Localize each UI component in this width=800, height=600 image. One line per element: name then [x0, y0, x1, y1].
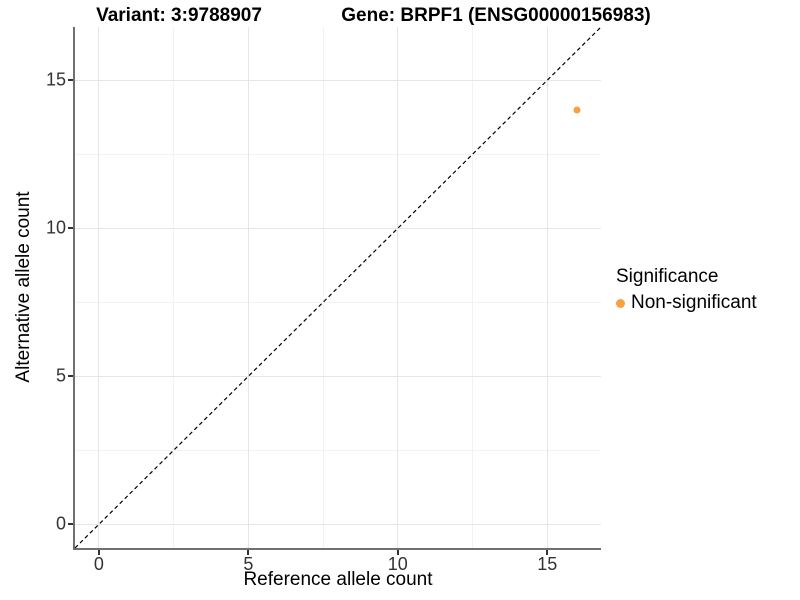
gridline-major-horizontal	[75, 375, 601, 377]
gridline-major-vertical	[546, 27, 548, 548]
x-axis-line	[73, 548, 601, 550]
y-tick-mark	[68, 375, 73, 378]
x-tick-mark	[247, 550, 250, 555]
y-tick-mark	[68, 227, 73, 230]
y-tick-label: 10	[45, 217, 66, 238]
gridline-major-horizontal	[75, 227, 601, 229]
y-tick-label: 15	[45, 69, 66, 90]
gridline-minor-horizontal	[75, 301, 601, 303]
gridline-minor-vertical	[173, 27, 175, 548]
x-tick-mark	[97, 550, 100, 555]
legend: Significance Non-significant	[616, 266, 757, 314]
x-axis-title: Reference allele count	[243, 569, 433, 590]
gridline-minor-vertical	[322, 27, 324, 548]
gridline-major-vertical	[247, 27, 249, 548]
x-tick-label: 10	[387, 554, 408, 574]
gridline-minor-vertical	[471, 27, 473, 548]
gridline-minor-horizontal	[75, 449, 601, 451]
gridline-minor-horizontal	[75, 153, 601, 155]
plot-title-variant: Variant: 3:9788907	[96, 5, 262, 26]
y-tick-mark	[68, 523, 73, 526]
data-point	[573, 106, 581, 114]
y-tick-label: 0	[55, 513, 66, 534]
x-tick-mark	[546, 550, 549, 555]
legend-key-dot-icon	[616, 298, 625, 308]
y-tick-mark	[68, 79, 73, 82]
gridline-major-vertical	[397, 27, 399, 548]
x-tick-mark	[396, 550, 399, 555]
legend-item-label: Non-significant	[631, 292, 757, 313]
gridline-major-horizontal	[75, 79, 601, 81]
legend-item: Non-significant	[616, 292, 757, 314]
gridline-major-horizontal	[75, 523, 601, 525]
plot-title-gene: Gene: BRPF1 (ENSG00000156983)	[341, 5, 651, 26]
y-axis-line	[73, 27, 75, 550]
x-tick-label: 15	[537, 554, 558, 574]
x-tick-label: 0	[93, 554, 104, 574]
x-tick-label: 5	[243, 554, 254, 574]
y-tick-label: 5	[55, 365, 66, 386]
legend-title: Significance	[616, 266, 719, 287]
gridline-major-vertical	[98, 27, 100, 548]
